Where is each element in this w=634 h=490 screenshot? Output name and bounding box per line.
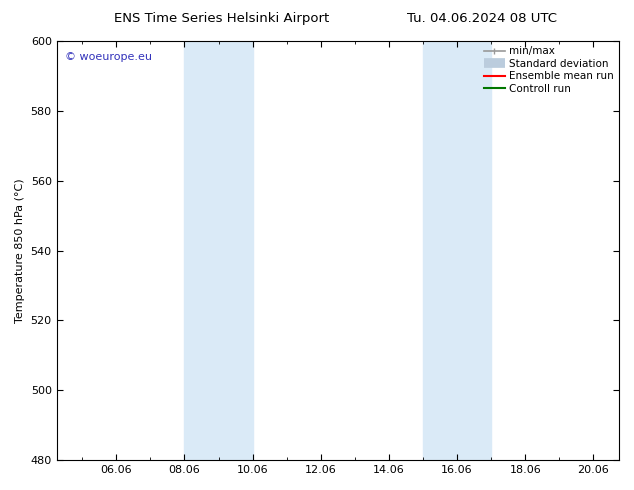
Text: Tu. 04.06.2024 08 UTC: Tu. 04.06.2024 08 UTC (407, 12, 557, 25)
Text: © woeurope.eu: © woeurope.eu (65, 51, 152, 62)
Bar (184, 41, 252, 460)
Bar (423, 41, 491, 460)
Legend: min/max, Standard deviation, Ensemble mean run, Controll run: min/max, Standard deviation, Ensemble me… (482, 44, 616, 96)
Y-axis label: Temperature 850 hPa (°C): Temperature 850 hPa (°C) (15, 178, 25, 323)
Text: ENS Time Series Helsinki Airport: ENS Time Series Helsinki Airport (114, 12, 330, 25)
